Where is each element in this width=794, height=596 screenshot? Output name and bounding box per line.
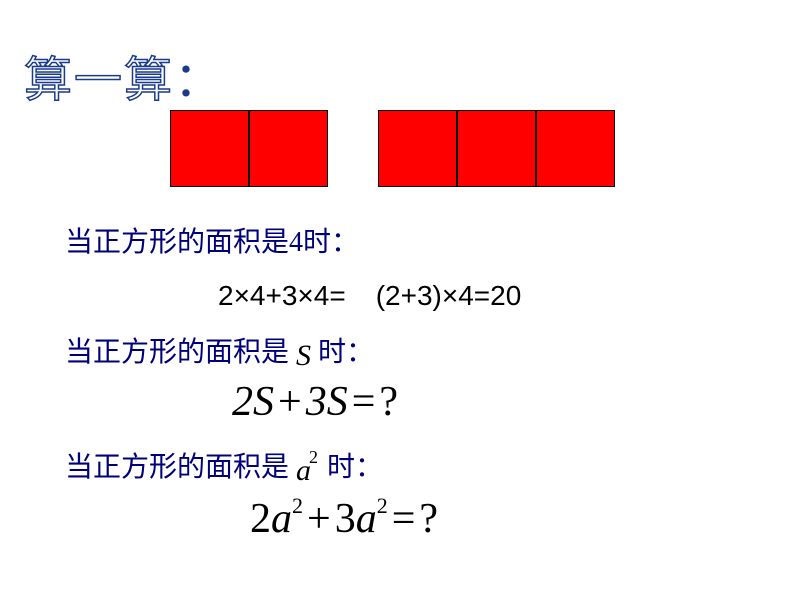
eq1-plus: + (278, 379, 302, 425)
line3-var: a2 (296, 454, 320, 487)
calc-right: (2+3)×4=20 (376, 280, 522, 311)
line3-suffix: 时： (327, 452, 383, 483)
eq1-c2: 3 (306, 379, 327, 425)
eq2-eq: = (392, 496, 416, 542)
eq1-v2: S (327, 379, 348, 425)
eq2-v2: a (356, 496, 377, 542)
text-line-2: 当正方形的面积是 S 时： (65, 330, 374, 370)
title-colon: ： (174, 54, 224, 107)
eq1-qm: ? (379, 379, 398, 425)
text-line-1: 当正方形的面积是4时： (65, 220, 359, 260)
title-text: 算一算 (24, 54, 174, 107)
square-cell (378, 110, 457, 187)
eq2-plus: + (307, 496, 331, 542)
equation-2: 2a2+3a2=? (250, 495, 438, 543)
line2-var: S (296, 339, 311, 372)
square-cell (249, 110, 328, 187)
squares-row (170, 110, 615, 187)
eq1-v1: S (253, 379, 274, 425)
square-group-1 (170, 110, 328, 187)
calc-numeric: 2×4+3×4= (2+3)×4=20 (218, 280, 521, 312)
square-cell (457, 110, 536, 187)
square-cell (170, 110, 249, 187)
eq2-e2: 2 (377, 493, 388, 518)
line3-prefix: 当正方形的面积是 (65, 452, 289, 483)
eq2-qm: ? (419, 496, 438, 542)
line2-suffix: 时： (318, 337, 374, 368)
eq1-c1: 2 (232, 379, 253, 425)
calc-left: 2×4+3×4= (218, 280, 346, 311)
eq2-c2: 3 (335, 496, 356, 542)
line3-exp: 2 (309, 447, 318, 467)
eq2-v1: a (271, 496, 292, 542)
equation-1: 2S+3S=? (232, 378, 398, 426)
eq1-eq: = (352, 379, 376, 425)
square-cell (536, 110, 615, 187)
text-line-3: 当正方形的面积是 a2 时： (65, 445, 383, 485)
eq2-e1: 2 (292, 493, 303, 518)
line2-prefix: 当正方形的面积是 (65, 337, 289, 368)
page-title: 算一算： (24, 40, 224, 110)
square-group-2 (378, 110, 615, 187)
eq2-c1: 2 (250, 496, 271, 542)
